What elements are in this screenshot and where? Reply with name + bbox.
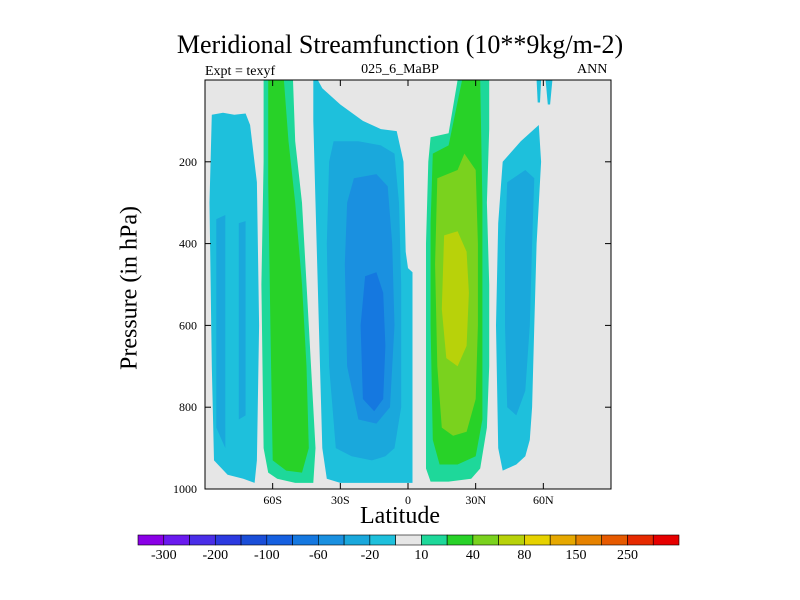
colorbar-swatch <box>214 534 242 546</box>
colorbar-swatch <box>318 534 345 546</box>
colorbar-swatch <box>472 534 499 546</box>
colorbar-swatch <box>189 534 216 546</box>
colorbar-label: 150 <box>566 548 587 563</box>
colorbar-label: 10 <box>414 548 428 563</box>
colorbar-swatch <box>240 534 268 546</box>
y-tick-label: 600 <box>179 318 197 332</box>
circulation-cell <box>261 80 316 483</box>
contour-fill <box>505 170 535 416</box>
contour-fill <box>441 231 469 367</box>
contour-fill <box>216 215 226 449</box>
colorbar-swatch <box>446 534 474 546</box>
colorbar-swatch <box>343 534 371 546</box>
period-label: 025_6_MaBP <box>361 62 439 77</box>
season-label: ANN <box>577 62 608 77</box>
colorbar-swatch <box>266 534 293 546</box>
y-tick-label: 800 <box>179 400 197 414</box>
x-tick-label: 60S <box>263 493 282 507</box>
colorbar-swatch <box>652 534 680 546</box>
colorbar-swatch <box>524 534 551 546</box>
circulation-cell <box>426 80 490 482</box>
x-tick-label: 30N <box>465 493 486 507</box>
circulation-cell <box>536 80 553 105</box>
contour-fill <box>545 80 553 105</box>
colorbar-label: -100 <box>254 548 280 563</box>
colorbar-swatch <box>421 534 448 546</box>
circulation-cell <box>496 125 542 471</box>
colorbar-swatch <box>292 534 319 546</box>
y-tick-label: 400 <box>179 237 197 251</box>
colorbar-swatch <box>575 534 603 546</box>
contour-fill <box>268 80 309 473</box>
colorbar-label: -20 <box>361 548 380 563</box>
colorbar-label: 40 <box>466 548 480 563</box>
colorbar-swatch <box>627 534 654 546</box>
colorbar-swatch <box>137 534 165 546</box>
colorbar-label: -200 <box>202 548 228 563</box>
colorbar-swatch <box>395 534 422 546</box>
contour-fill <box>238 221 246 420</box>
colorbar-label: -300 <box>151 548 177 563</box>
colorbar-swatch <box>549 534 577 546</box>
contour-fill <box>360 272 386 412</box>
y-tick-label: 1000 <box>173 482 197 496</box>
circulation-cell <box>209 112 260 483</box>
chart-title: Meridional Streamfunction (10**9kg/m-2) <box>176 30 624 59</box>
colorbar-swatch <box>498 534 525 546</box>
x-tick-label: 60N <box>533 493 554 507</box>
y-tick-label: 200 <box>179 155 197 169</box>
contour-fill <box>536 80 542 103</box>
colorbar-label: -60 <box>309 548 328 563</box>
colorbar-swatch <box>163 534 190 546</box>
colorbar-label: 80 <box>517 548 531 563</box>
colorbar-swatch <box>601 534 628 546</box>
experiment-label: Expt = texyf <box>205 64 276 79</box>
x-tick-label: 0 <box>405 493 411 507</box>
x-axis-label: Latitude <box>360 503 440 529</box>
colorbar-label: 250 <box>617 548 638 563</box>
colorbar-swatch <box>369 534 396 546</box>
x-tick-label: 30S <box>331 493 350 507</box>
circulation-cell <box>313 80 413 483</box>
